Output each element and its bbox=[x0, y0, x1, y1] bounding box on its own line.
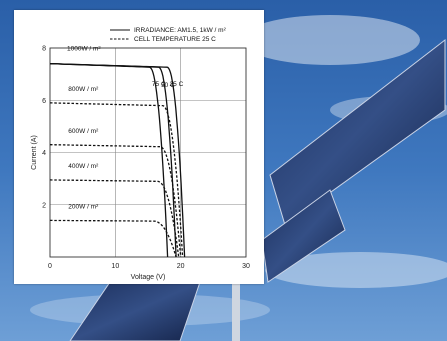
x-tick-label: 20 bbox=[177, 263, 185, 270]
irradiance-label: 1000W / m² bbox=[67, 46, 101, 53]
iv-curve-series bbox=[50, 219, 177, 258]
temperature-label: 50 C bbox=[161, 82, 175, 89]
x-tick-label: 10 bbox=[111, 263, 119, 270]
iv-curve-svg: 0 10 20 30 2 4 6 8 Voltage (V) Current (A) IRRADIA… bbox=[31, 27, 250, 281]
y-tick-label: 8 bbox=[42, 46, 46, 53]
y-tick-label: 4 bbox=[42, 150, 46, 157]
iv-curve-series bbox=[50, 102, 184, 258]
iv-curve-chart: 0 10 20 30 2 4 6 8 Voltage (V) Current (A) IRRADIA… bbox=[14, 10, 264, 284]
x-tick-label: 0 bbox=[48, 263, 52, 270]
x-axis-title: Voltage (V) bbox=[131, 274, 166, 281]
solar-panel-upper bbox=[269, 38, 446, 226]
y-tick-label: 6 bbox=[42, 98, 46, 105]
y-tick-label: 2 bbox=[42, 202, 46, 209]
cloud bbox=[240, 15, 420, 65]
legend-label: CELL TEMPERATURE 25 C bbox=[134, 36, 216, 43]
solar-panel-middle bbox=[261, 189, 346, 283]
temperature-label: 75 C bbox=[152, 81, 166, 88]
irradiance-label: 400W / m² bbox=[68, 163, 99, 170]
cloud bbox=[265, 252, 447, 288]
x-tick-label: 30 bbox=[242, 263, 250, 270]
plot-frame bbox=[49, 47, 247, 258]
y-axis-title: Current (A) bbox=[31, 135, 38, 170]
iv-curve-series bbox=[49, 179, 180, 258]
irradiance-label: 600W / m² bbox=[68, 128, 99, 135]
iv-curve-series bbox=[50, 144, 182, 258]
legend-label: IRRADIANCE: AM1.5, 1kW / m² bbox=[134, 27, 227, 34]
irradiance-label: 800W / m² bbox=[68, 86, 99, 93]
temperature-label: 25 C bbox=[170, 81, 184, 88]
panel-mast bbox=[232, 284, 240, 341]
iv-curve-series bbox=[49, 63, 186, 258]
irradiance-label: 200W / m² bbox=[68, 204, 99, 211]
